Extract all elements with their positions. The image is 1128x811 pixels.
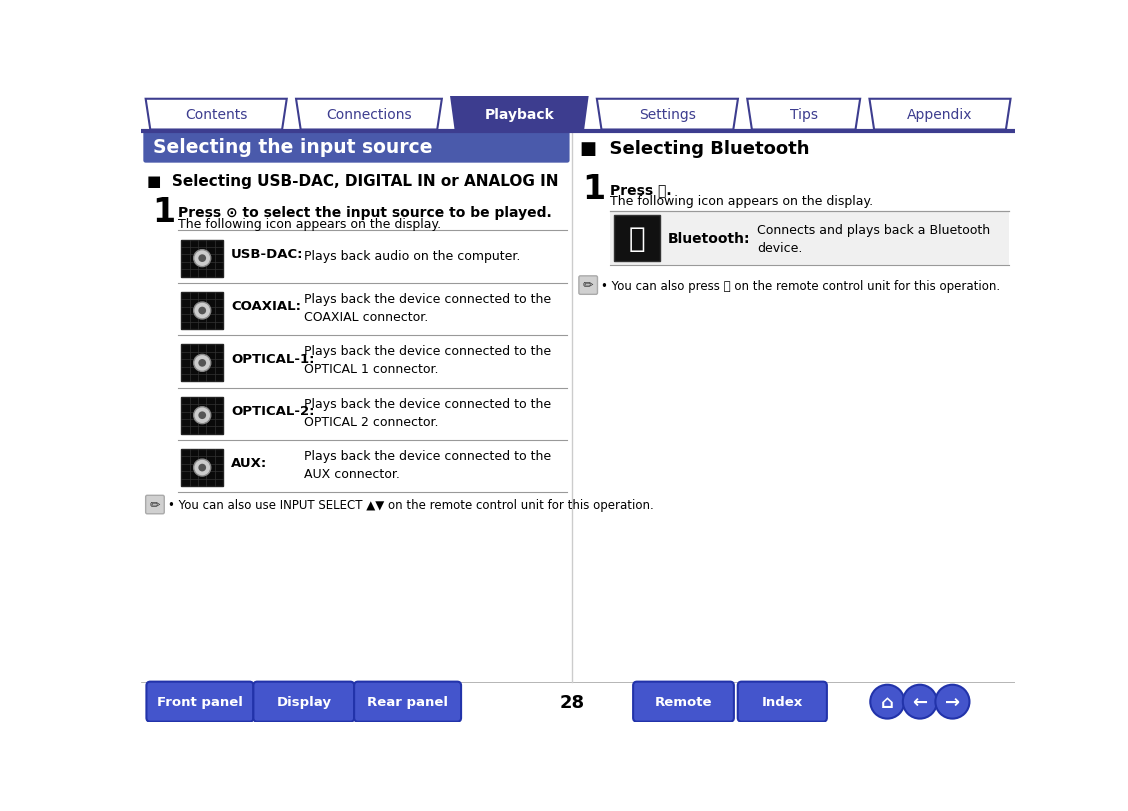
Text: 1: 1 [582, 173, 605, 205]
Circle shape [199, 255, 206, 263]
Polygon shape [296, 100, 442, 131]
Text: OPTICAL-2:: OPTICAL-2: [231, 405, 315, 418]
Bar [182, 397, 223, 434]
Text: Remote: Remote [654, 695, 712, 708]
Bar [182, 345, 223, 382]
Text: ᛒ: ᛒ [628, 225, 645, 253]
Text: ⌂: ⌂ [881, 693, 893, 710]
Bar [182, 449, 223, 487]
Polygon shape [451, 97, 588, 132]
Text: Plays back the device connected to the
OPTICAL 2 connector.: Plays back the device connected to the O… [303, 397, 550, 428]
Circle shape [902, 684, 937, 719]
Text: ✏: ✏ [583, 279, 593, 292]
Text: Tips: Tips [790, 108, 818, 122]
Text: Bluetooth:: Bluetooth: [668, 232, 750, 246]
Text: Press ⊙ to select the input source to be played.: Press ⊙ to select the input source to be… [178, 206, 552, 220]
Text: ■  Selecting USB-DAC, DIGITAL IN or ANALOG IN: ■ Selecting USB-DAC, DIGITAL IN or ANALO… [147, 174, 558, 189]
Circle shape [199, 412, 206, 419]
Circle shape [194, 303, 211, 320]
Text: The following icon appears on the display.: The following icon appears on the displa… [178, 218, 441, 231]
Text: Front panel: Front panel [157, 695, 243, 708]
Bar [182, 293, 223, 329]
Circle shape [194, 251, 211, 268]
Circle shape [935, 684, 969, 719]
Circle shape [199, 464, 206, 472]
Bar [141, 97, 1015, 132]
Text: Rear panel: Rear panel [367, 695, 448, 708]
Polygon shape [870, 100, 1011, 131]
FancyBboxPatch shape [254, 682, 354, 722]
Circle shape [194, 355, 211, 372]
Text: Plays back the device connected to the
COAXIAL connector.: Plays back the device connected to the C… [303, 293, 550, 324]
FancyBboxPatch shape [633, 682, 734, 722]
Circle shape [199, 307, 206, 315]
Text: Appendix: Appendix [907, 108, 972, 122]
Text: 1: 1 [152, 195, 175, 229]
FancyBboxPatch shape [579, 277, 598, 295]
Text: • You can also press ⓑ on the remote control unit for this operation.: • You can also press ⓑ on the remote con… [600, 279, 999, 292]
Polygon shape [597, 100, 738, 131]
Text: Index: Index [761, 695, 803, 708]
Circle shape [871, 684, 905, 719]
FancyBboxPatch shape [147, 682, 254, 722]
FancyBboxPatch shape [354, 682, 461, 722]
Circle shape [194, 407, 211, 424]
FancyBboxPatch shape [146, 496, 165, 514]
Text: Contents: Contents [185, 108, 247, 122]
Text: USB-DAC:: USB-DAC: [231, 247, 303, 260]
Polygon shape [747, 100, 861, 131]
Bar [610, 212, 1010, 266]
Text: COAXIAL:: COAXIAL: [231, 300, 301, 313]
Text: Settings: Settings [638, 108, 696, 122]
Text: Playback: Playback [484, 108, 554, 122]
Bar [182, 240, 223, 277]
Text: ✏: ✏ [150, 499, 160, 512]
Text: AUX:: AUX: [231, 457, 267, 470]
Text: 28: 28 [561, 693, 585, 710]
Text: OPTICAL-1:: OPTICAL-1: [231, 352, 315, 365]
Text: Selecting the input source: Selecting the input source [153, 138, 433, 157]
FancyBboxPatch shape [143, 131, 570, 164]
Text: Connections: Connections [326, 108, 412, 122]
Text: Press ⓑ.: Press ⓑ. [610, 182, 671, 196]
Text: Display: Display [276, 695, 332, 708]
Circle shape [199, 359, 206, 367]
Text: Connects and plays back a Bluetooth
device.: Connects and plays back a Bluetooth devi… [757, 223, 990, 255]
Text: • You can also use INPUT SELECT ▲▼ on the remote control unit for this operation: • You can also use INPUT SELECT ▲▼ on th… [168, 499, 654, 512]
Bar [614, 216, 660, 262]
Circle shape [194, 460, 211, 477]
Text: ←: ← [913, 693, 927, 710]
Text: Plays back the device connected to the
OPTICAL 1 connector.: Plays back the device connected to the O… [303, 345, 550, 375]
FancyBboxPatch shape [738, 682, 827, 722]
Polygon shape [146, 100, 287, 131]
Text: →: → [945, 693, 960, 710]
Text: Plays back audio on the computer.: Plays back audio on the computer. [303, 249, 520, 262]
Text: Plays back the device connected to the
AUX connector.: Plays back the device connected to the A… [303, 449, 550, 480]
Text: ■  Selecting Bluetooth: ■ Selecting Bluetooth [581, 139, 810, 158]
Text: The following icon appears on the display.: The following icon appears on the displa… [610, 195, 873, 208]
